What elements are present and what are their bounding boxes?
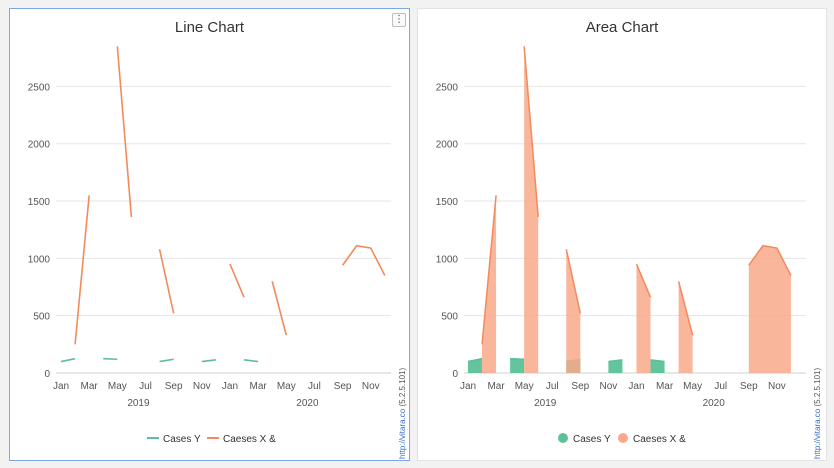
x-tick-label: Nov xyxy=(193,381,211,392)
area-segment xyxy=(608,359,623,373)
legend-label[interactable]: Cases Y xyxy=(163,434,201,445)
area-outline xyxy=(565,249,582,314)
line-segment xyxy=(341,244,386,276)
x-tick-label: Nov xyxy=(362,381,380,392)
area-segment xyxy=(678,281,693,373)
legend-swatch[interactable] xyxy=(618,433,628,443)
x-tick-label: May xyxy=(683,381,702,392)
x-year-label: 2019 xyxy=(534,398,557,409)
x-tick-label: May xyxy=(515,381,534,392)
credit-version: (5.2.5.101) xyxy=(813,367,822,407)
x-tick-label: Sep xyxy=(571,381,589,392)
area-segment xyxy=(524,46,539,374)
legend-swatch[interactable] xyxy=(558,433,568,443)
area-outline xyxy=(467,357,483,363)
line-segment xyxy=(229,263,245,298)
x-tick-label: Jul xyxy=(714,381,727,392)
area-outline xyxy=(748,244,792,276)
vitara-credit[interactable]: http://vitara.co (5.2.5.101) xyxy=(398,368,407,459)
line-segment xyxy=(103,357,118,361)
y-tick-label: 1500 xyxy=(436,197,459,208)
area-outline xyxy=(608,359,623,363)
area-outline xyxy=(523,46,539,218)
area-segment xyxy=(510,358,525,373)
legend-label[interactable]: Caeses X & xyxy=(223,434,276,445)
x-year-label: 2020 xyxy=(703,398,726,409)
y-tick-label: 2500 xyxy=(436,82,459,93)
x-tick-label: Jul xyxy=(308,381,321,392)
x-tick-label: Jan xyxy=(460,381,476,392)
line-segment xyxy=(158,249,175,314)
x-tick-label: Nov xyxy=(768,381,786,392)
credit-site[interactable]: http://vitara.co xyxy=(398,408,407,459)
legend-label[interactable]: Cases Y xyxy=(573,434,611,445)
x-tick-label: Jan xyxy=(53,381,69,392)
x-tick-label: Sep xyxy=(740,381,758,392)
x-year-label: 2020 xyxy=(296,398,319,409)
x-tick-label: Nov xyxy=(600,381,618,392)
x-tick-label: Mar xyxy=(487,381,505,392)
area-chart-panel: Area Chart 0 500 1000 1500 2000 2500 Jan Mar May… xyxy=(417,8,827,461)
x-tick-label: Sep xyxy=(334,381,352,392)
legend-label[interactable]: Caeses X & xyxy=(633,434,686,445)
y-tick-label: 500 xyxy=(33,312,50,323)
area-outline xyxy=(677,281,694,336)
kebab-menu-icon[interactable]: ⋮ xyxy=(392,13,406,27)
chart-title: Line Chart xyxy=(174,19,245,36)
y-tick-label: 1000 xyxy=(436,254,459,265)
area-segment xyxy=(636,264,651,373)
x-tick-label: May xyxy=(277,381,296,392)
line-segment xyxy=(116,46,133,218)
y-tick-label: 500 xyxy=(441,312,458,323)
vitara-credit[interactable]: http://vitara.co (5.2.5.101) xyxy=(813,368,822,459)
area-outline xyxy=(510,357,525,360)
area-segment xyxy=(650,359,665,373)
line-chart-panel: Line Chart ⋮ 0 500 1000 1500 2000 2500 Jan Mar M… xyxy=(9,8,410,461)
x-year-label: 2019 xyxy=(127,398,150,409)
area-outline xyxy=(481,195,497,345)
x-tick-label: Sep xyxy=(165,381,183,392)
line-chart-plot: 0 500 1000 1500 2000 2500 Jan Mar May Jul Sep Nov Ja… xyxy=(28,46,391,445)
area-outline xyxy=(650,359,665,363)
line-segment xyxy=(201,359,216,363)
y-tick-label: 2500 xyxy=(28,82,51,93)
chart-title: Area Chart xyxy=(585,19,659,36)
y-tick-label: 1000 xyxy=(28,254,51,265)
x-tick-label: May xyxy=(108,381,127,392)
x-tick-label: Jan xyxy=(628,381,644,392)
x-tick-label: Jan xyxy=(222,381,238,392)
line-segment xyxy=(60,357,76,363)
x-tick-label: Jul xyxy=(139,381,152,392)
x-tick-label: Jul xyxy=(546,381,559,392)
line-segment xyxy=(243,359,259,363)
y-tick-label: 2000 xyxy=(28,140,51,151)
credit-site[interactable]: http://vitara.co xyxy=(813,408,822,459)
line-segment xyxy=(74,195,90,345)
x-tick-label: Mar xyxy=(656,381,674,392)
y-tick-label: 2000 xyxy=(436,140,459,151)
x-tick-label: Mar xyxy=(250,381,268,392)
area-segment xyxy=(748,245,791,373)
credit-version: (5.2.5.101) xyxy=(398,367,407,407)
y-tick-label: 1500 xyxy=(28,197,51,208)
y-tick-label: 0 xyxy=(44,369,50,380)
area-chart-plot: 0 500 1000 1500 2000 2500 Jan Mar May Jul Sep Nov Ja… xyxy=(436,46,806,445)
area-outline xyxy=(635,263,652,298)
line-segment xyxy=(271,281,288,336)
area-segment xyxy=(566,249,581,373)
line-segment xyxy=(159,358,174,363)
y-tick-label: 0 xyxy=(452,369,458,380)
area-segment xyxy=(468,358,483,373)
x-tick-label: Mar xyxy=(81,381,99,392)
